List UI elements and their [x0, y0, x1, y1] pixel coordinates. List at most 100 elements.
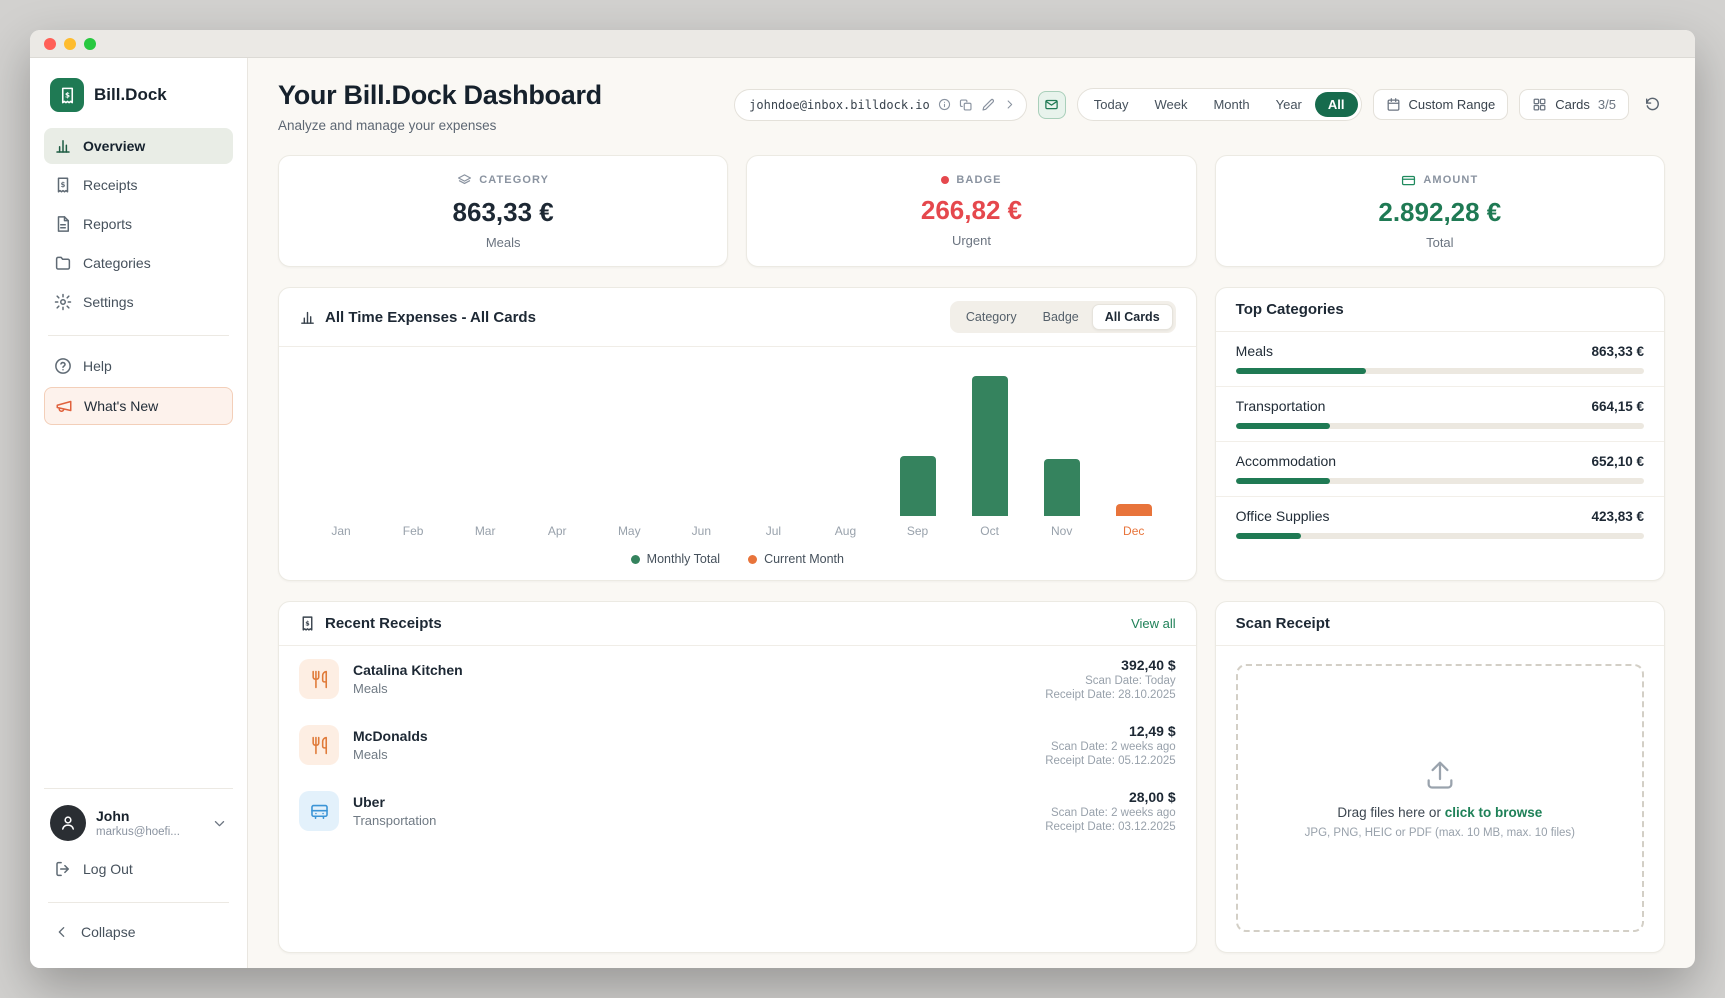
category-amount: 664,15 € [1591, 398, 1644, 414]
window-titlebar [30, 30, 1695, 58]
legend-current-month: Current Month [748, 552, 844, 566]
filter-week[interactable]: Week [1154, 97, 1188, 112]
refresh-button[interactable] [1640, 92, 1665, 117]
filter-all[interactable]: All [1314, 92, 1358, 117]
sidebar-item-categories[interactable]: Categories [44, 245, 233, 281]
top-categories-header: Top Categories [1215, 288, 1664, 332]
nav-label: Help [83, 358, 112, 374]
tab-all-cards[interactable]: All Cards [1091, 304, 1173, 330]
pencil-icon[interactable] [981, 98, 995, 112]
filter-year[interactable]: Year [1275, 97, 1302, 112]
receipt-amounts: 392,40 $ Scan Date: Today Receipt Date: … [1045, 657, 1175, 701]
custom-range-button[interactable]: Custom Range [1372, 89, 1509, 120]
sidebar-item-settings[interactable]: Settings [44, 284, 233, 320]
grid-icon [1532, 97, 1547, 112]
stat-label: BADGE [956, 174, 1002, 186]
stat-label: CATEGORY [479, 174, 550, 186]
file-dropzone[interactable]: Drag files here or click to browse JPG, … [1235, 664, 1644, 932]
custom-range-label: Custom Range [1408, 97, 1496, 112]
chart-column-aug: Aug [809, 363, 881, 539]
cards-count: 3/5 [1597, 97, 1616, 112]
chart-column-jan: Jan [305, 363, 377, 539]
layers-icon [457, 173, 472, 188]
browse-link[interactable]: click to browse [1444, 805, 1543, 820]
logout-label: Log Out [83, 861, 133, 877]
chevron-right-icon[interactable] [1003, 98, 1016, 111]
mail-button[interactable] [1037, 90, 1066, 119]
folder-icon [54, 254, 72, 272]
copy-icon[interactable] [959, 98, 973, 112]
scan-date: Scan Date: 2 weeks ago [1050, 807, 1176, 819]
brand-name: Bill.Dock [94, 85, 167, 104]
progress-fill [1235, 533, 1301, 539]
gear-icon [54, 293, 72, 311]
filter-today[interactable]: Today [1093, 97, 1129, 112]
receipt-amount: 28,00 $ [1128, 789, 1176, 805]
credit-card-icon [1401, 173, 1416, 188]
stat-card-badge: BADGE 266,82 € Urgent [746, 155, 1197, 267]
chart-column-oct: Oct [954, 363, 1026, 539]
receipt-date: Receipt Date: 03.12.2025 [1045, 821, 1176, 833]
page-titles: Your Bill.Dock Dashboard Analyze and man… [278, 80, 602, 133]
green-dot-icon [630, 554, 640, 564]
sidebar-item-reports[interactable]: Reports [44, 206, 233, 242]
view-all-link[interactable]: View all [1131, 616, 1176, 631]
receipt-date: Receipt Date: 05.12.2025 [1045, 755, 1176, 767]
receipt-amount: 12,49 $ [1128, 723, 1176, 739]
filter-month[interactable]: Month [1213, 97, 1250, 112]
receipt-row[interactable]: McDonalds Meals 12,49 $ Scan Date: 2 wee… [279, 712, 1196, 778]
scan-body: Drag files here or click to browse JPG, … [1216, 646, 1664, 952]
sidebar-item-overview[interactable]: Overview [44, 128, 233, 164]
receipt-row[interactable]: Uber Transportation 28,00 $ Scan Date: 2… [279, 778, 1196, 844]
chart-card-header: All Time Expenses - All Cards Category B… [279, 288, 1196, 347]
receipt-amounts: 28,00 $ Scan Date: 2 weeks ago Receipt D… [1045, 789, 1175, 833]
progress-track [1235, 368, 1644, 374]
dropzone-hint: JPG, PNG, HEIC or PDF (max. 10 MB, max. … [1304, 827, 1575, 839]
month-label: Aug [834, 524, 857, 538]
tab-category[interactable]: Category [965, 310, 1017, 324]
inbox-email-pill: johndoe@inbox.billdock.io [734, 88, 1027, 121]
stat-label: AMOUNT [1423, 174, 1479, 186]
chart-bar [1115, 504, 1152, 516]
brand: Bill.Dock [44, 74, 233, 128]
help-icon [54, 357, 72, 375]
nav-label: Receipts [83, 177, 138, 193]
top-categories-card: Top Categories Meals 863,33 € Transporta [1214, 287, 1665, 581]
category-name: Office Supplies [1235, 508, 1330, 524]
cards-button[interactable]: Cards 3/5 [1519, 89, 1629, 120]
progress-fill [1235, 368, 1367, 374]
recent-receipts-card: Recent Receipts View all Catalina Kitche… [278, 601, 1197, 953]
sidebar-item-help[interactable]: Help [44, 348, 233, 384]
sidebar-item-receipts[interactable]: Receipts [44, 167, 233, 203]
minimize-window-button[interactable] [64, 37, 76, 50]
info-icon[interactable] [938, 98, 951, 111]
chart-column-may: May [593, 363, 665, 539]
chart-card-title: All Time Expenses - All Cards [299, 309, 536, 326]
logout-button[interactable]: Log Out [44, 851, 233, 887]
zoom-window-button[interactable] [84, 37, 96, 50]
collapse-sidebar-button[interactable]: Collapse [44, 915, 233, 949]
utensils-icon [299, 659, 339, 699]
chart-column-sep: Sep [882, 363, 954, 539]
nav-label: Settings [83, 294, 134, 310]
stat-label-row: CATEGORY [457, 173, 549, 188]
nav-label: Reports [83, 216, 133, 232]
scan-receipt-header: Scan Receipt [1215, 602, 1664, 646]
month-label: Dec [1123, 524, 1145, 538]
receipt-icon [299, 615, 316, 632]
utensils-icon [299, 725, 339, 765]
stat-card-category: CATEGORY 863,33 € Meals [278, 155, 729, 267]
app-body: Bill.Dock Overview Receipts Reports [30, 58, 1695, 968]
user-meta: John markus@hoefi... [96, 808, 180, 838]
stat-caption: Total [1426, 234, 1454, 250]
tab-badge[interactable]: Badge [1042, 310, 1079, 324]
close-window-button[interactable] [44, 37, 56, 50]
user-menu[interactable]: John markus@hoefi... [44, 801, 233, 851]
sidebar-divider [48, 335, 229, 336]
receipt-row[interactable]: Catalina Kitchen Meals 392,40 $ Scan Dat… [279, 646, 1196, 712]
sidebar-item-whats-new[interactable]: What's New [44, 387, 233, 425]
progress-fill [1235, 478, 1330, 484]
month-label: Feb [402, 524, 424, 538]
month-label: Sep [906, 524, 929, 538]
